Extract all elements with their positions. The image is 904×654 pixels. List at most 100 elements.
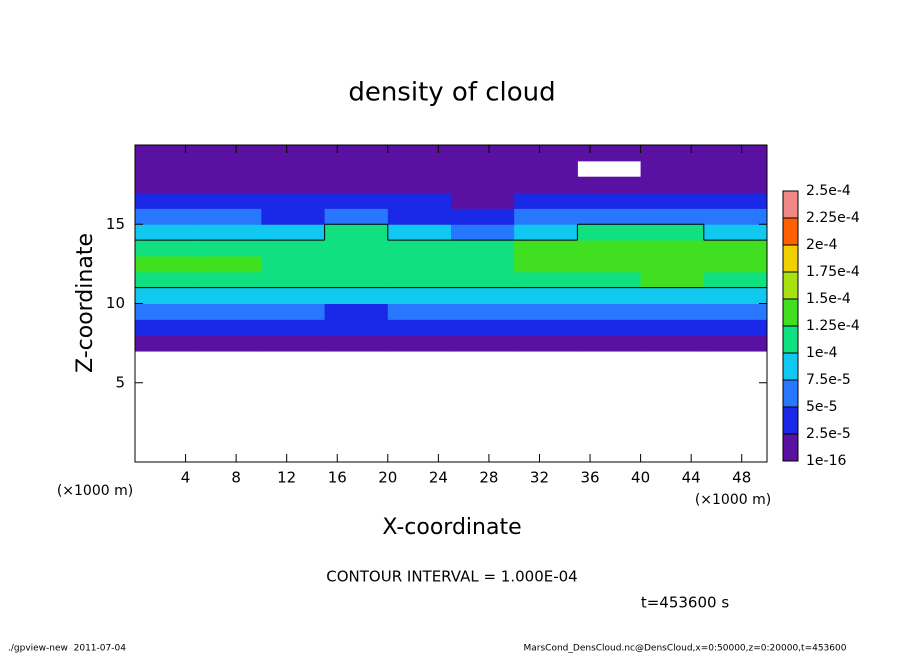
- cell: [577, 319, 642, 336]
- cell: [451, 255, 515, 273]
- cell: [387, 160, 452, 178]
- cell: [703, 208, 768, 225]
- cell: [135, 224, 199, 241]
- cell: [577, 208, 642, 225]
- cell: [135, 192, 199, 209]
- cell: [135, 303, 199, 320]
- cell: [135, 160, 199, 178]
- y-tick-label: 5: [115, 373, 125, 391]
- cell: [261, 145, 326, 162]
- colorbar-label: 2e-4: [806, 237, 838, 253]
- colorbar-label: 5e-5: [806, 399, 837, 415]
- colorbar-label: 7.5e-5: [806, 372, 851, 388]
- cell: [577, 145, 642, 162]
- cell: [451, 145, 515, 162]
- x-tick-label: 44: [682, 469, 701, 487]
- colorbar-swatch: [783, 434, 798, 461]
- cell: [451, 208, 515, 225]
- cell: [324, 287, 389, 304]
- cell: [577, 224, 642, 241]
- colorbar-label: 2.5e-5: [806, 426, 851, 442]
- time-label: t=453600 s: [641, 594, 729, 612]
- cell: [703, 160, 768, 178]
- y-tick-label: 15: [106, 215, 125, 233]
- cell: [387, 255, 452, 273]
- cell: [324, 176, 389, 194]
- cell: [640, 303, 705, 320]
- colorbar-swatch: [783, 353, 798, 380]
- cell: [640, 145, 705, 162]
- cell: [261, 176, 326, 194]
- cell: [324, 240, 389, 257]
- cell: [640, 208, 705, 225]
- colorbar-label: 1.5e-4: [806, 291, 851, 307]
- cell: [135, 255, 199, 273]
- cell: [703, 240, 768, 257]
- cell: [324, 208, 389, 225]
- cell: [261, 208, 326, 225]
- cell: [451, 287, 515, 304]
- cell: [135, 319, 199, 336]
- cell: [324, 319, 389, 336]
- cell: [514, 176, 578, 194]
- x-axis-label: X-coordinate: [382, 515, 521, 540]
- x-tick-label: 12: [277, 469, 296, 487]
- cell: [198, 303, 262, 320]
- cell: [387, 240, 452, 257]
- cell: [640, 176, 705, 194]
- cell: [135, 145, 199, 162]
- cell: [261, 271, 326, 289]
- cell: [387, 192, 452, 209]
- colorbar-swatch: [783, 380, 798, 407]
- colorbar-label: 2.25e-4: [806, 210, 860, 226]
- cell: [261, 192, 326, 209]
- colorbar-swatch: [783, 407, 798, 434]
- cell: [577, 255, 642, 273]
- cell: [135, 240, 199, 257]
- cell: [703, 287, 768, 304]
- cell: [703, 335, 768, 352]
- colorbar-label: 1e-4: [806, 345, 838, 361]
- cell: [451, 192, 515, 209]
- cell: [198, 255, 262, 273]
- cell: [324, 255, 389, 273]
- x-tick-label: 20: [378, 469, 397, 487]
- cell: [703, 319, 768, 336]
- cell: [198, 335, 262, 352]
- cell: [640, 160, 705, 178]
- cell: [135, 287, 199, 304]
- cell: [324, 271, 389, 289]
- contour-interval: CONTOUR INTERVAL = 1.000E-04: [326, 568, 577, 586]
- x-tick-label: 40: [631, 469, 650, 487]
- cell: [135, 271, 199, 289]
- x-tick-label: 8: [231, 469, 241, 487]
- cell: [198, 271, 262, 289]
- cell: [198, 287, 262, 304]
- cell: [261, 319, 326, 336]
- cell: [514, 319, 578, 336]
- cell: [451, 303, 515, 320]
- cell: [703, 192, 768, 209]
- cell: [387, 287, 452, 304]
- cell: [198, 240, 262, 257]
- cell: [387, 145, 452, 162]
- chart-title: density of cloud: [348, 78, 555, 108]
- cell: [198, 192, 262, 209]
- cell: [261, 303, 326, 320]
- cell: [514, 224, 578, 241]
- x-tick-label: 24: [429, 469, 448, 487]
- colorbar-swatch: [783, 245, 798, 272]
- cell: [703, 303, 768, 320]
- cell: [451, 176, 515, 194]
- x-tick-label: 36: [580, 469, 599, 487]
- cell: [451, 271, 515, 289]
- cell: [577, 271, 642, 289]
- cell: [514, 160, 578, 178]
- cell: [640, 224, 705, 241]
- x-tick-label: 4: [181, 469, 191, 487]
- cell: [640, 240, 705, 257]
- cell: [640, 335, 705, 352]
- cell: [451, 160, 515, 178]
- x-tick-label: 16: [328, 469, 347, 487]
- colorbar-swatch: [783, 191, 798, 218]
